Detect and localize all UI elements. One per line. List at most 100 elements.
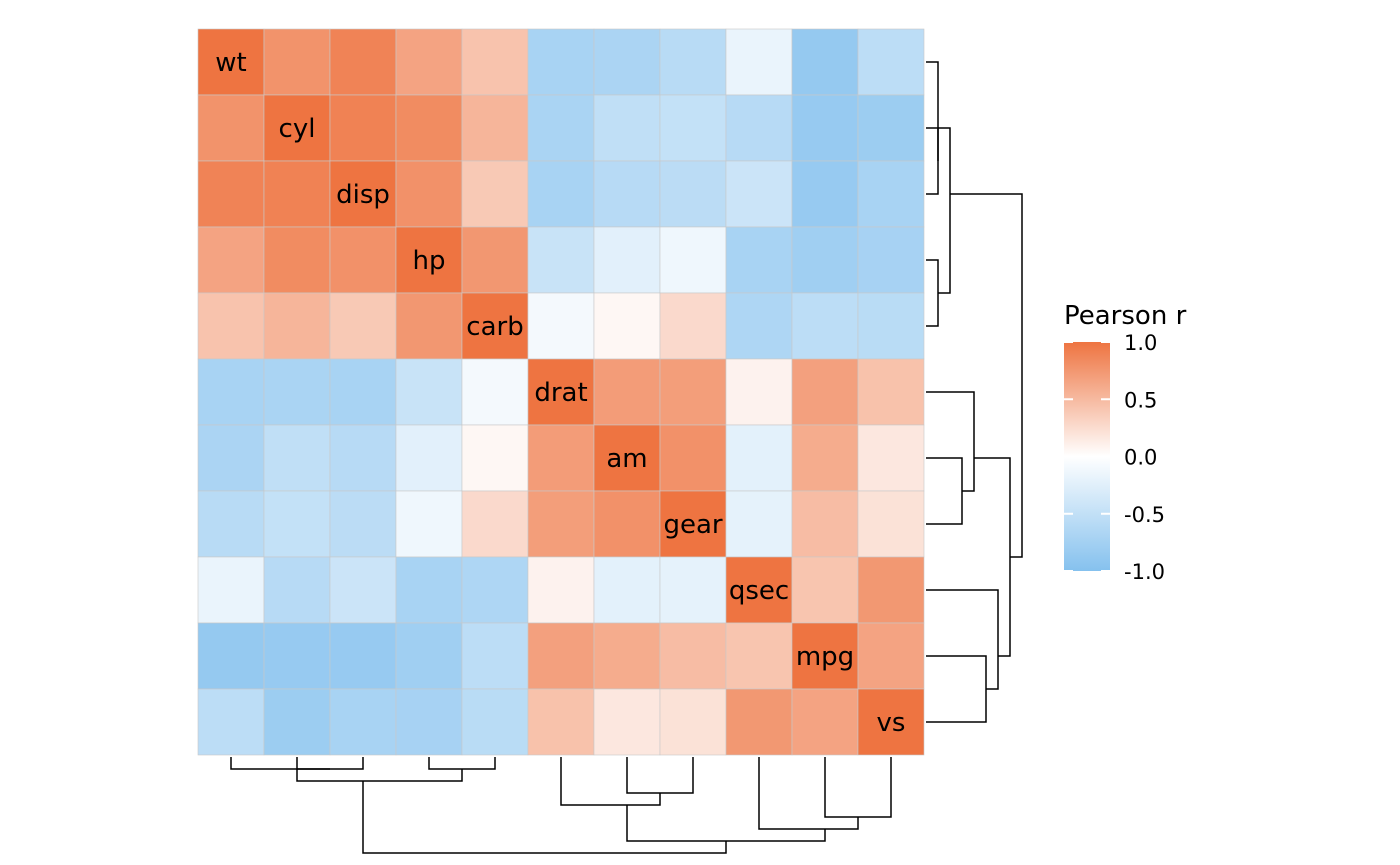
heatmap-cell-disp-qsec — [725, 160, 793, 228]
diag-label-qsec: qsec — [729, 576, 789, 606]
heatmap-cell-am-drat — [527, 424, 595, 492]
heatmap-cell-hp-drat — [527, 226, 595, 294]
diag-label-hp: hp — [413, 246, 446, 276]
row-dendrogram-branch-8 — [926, 589, 999, 690]
heatmap-cell-carb-wt — [197, 292, 265, 360]
heatmap-cell-disp-disp — [329, 160, 397, 228]
column-dendrogram-branch-9 — [824, 757, 892, 818]
heatmap-cell-drat-hp — [395, 358, 463, 426]
heatmap-cell-carb-hp — [395, 292, 463, 360]
heatmap-cell-qsec-mpg — [791, 556, 859, 624]
heatmap-cell-cyl-hp — [395, 94, 463, 162]
heatmap-cell-qsec-disp — [329, 556, 397, 624]
heatmap-cell-wt-mpg — [791, 28, 859, 96]
heatmap-cell-disp-cyl — [263, 160, 331, 228]
heatmap-cell-hp-cyl — [263, 226, 331, 294]
heatmap-cell-mpg-drat — [527, 622, 595, 690]
heatmap-cell-drat-gear — [659, 358, 727, 426]
legend-tick-label-3: -0.5 — [1124, 503, 1165, 527]
heatmap-cell-wt-wt — [197, 28, 265, 96]
heatmap-cell-vs-qsec — [725, 688, 793, 756]
legend-title: Pearson r — [1064, 301, 1187, 331]
heatmap-cell-gear-mpg — [791, 490, 859, 558]
heatmap-cell-vs-hp — [395, 688, 463, 756]
heatmap-cell-am-carb — [461, 424, 529, 492]
legend-tick-label-1: 0.5 — [1124, 388, 1157, 412]
heatmap-cell-mpg-disp — [329, 622, 397, 690]
heatmap-cell-cyl-gear — [659, 94, 727, 162]
heatmap-cell-disp-carb — [461, 160, 529, 228]
heatmap-cells — [197, 28, 925, 756]
diag-label-vs: vs — [877, 708, 906, 738]
diag-label-carb: carb — [466, 312, 523, 342]
heatmap-cell-qsec-gear — [659, 556, 727, 624]
heatmap-cell-qsec-am — [593, 556, 661, 624]
heatmap-cell-drat-drat — [527, 358, 595, 426]
heatmap-cell-carb-drat — [527, 292, 595, 360]
row-dendrogram — [926, 61, 1023, 723]
heatmap-cell-disp-am — [593, 160, 661, 228]
column-dendrogram-branch-0 — [362, 781, 727, 854]
heatmap-cell-cyl-am — [593, 94, 661, 162]
diagonal-labels: wt cyl disp hp carb drat am gear qsec mpg vs — [215, 48, 905, 738]
heatmap-cell-gear-drat — [527, 490, 595, 558]
heatmap-cell-vs-am — [593, 688, 661, 756]
heatmap-cell-vs-carb — [461, 688, 529, 756]
column-dendrogram-branch-7 — [626, 757, 694, 794]
heatmap-cell-gear-cyl — [263, 490, 331, 558]
heatmap-cell-cyl-mpg — [791, 94, 859, 162]
heatmap-cell-mpg-carb — [461, 622, 529, 690]
heatmap-cell-qsec-qsec — [725, 556, 793, 624]
heatmap-cell-cyl-qsec — [725, 94, 793, 162]
heatmap-cell-qsec-hp — [395, 556, 463, 624]
color-legend: Pearson r 1.0 0.5 0.0 -0.5 -1.0 — [1064, 301, 1187, 584]
heatmap-cell-qsec-cyl — [263, 556, 331, 624]
heatmap-cell-vs-wt — [197, 688, 265, 756]
heatmap-cell-qsec-wt — [197, 556, 265, 624]
column-dendrogram-branch-3 — [296, 757, 364, 770]
heatmap-cell-carb-carb — [461, 292, 529, 360]
heatmap-cell-carb-am — [593, 292, 661, 360]
heatmap-cell-mpg-am — [593, 622, 661, 690]
heatmap-cell-gear-gear — [659, 490, 727, 558]
heatmap-cell-hp-disp — [329, 226, 397, 294]
heatmap-cell-mpg-qsec — [725, 622, 793, 690]
heatmap-cell-cyl-disp — [329, 94, 397, 162]
row-dendrogram-branch-5 — [974, 457, 1011, 657]
heatmap-cell-drat-carb — [461, 358, 529, 426]
heatmap-cell-vs-disp — [329, 688, 397, 756]
diag-label-gear: gear — [663, 510, 722, 540]
heatmap-cell-hp-wt — [197, 226, 265, 294]
heatmap-cell-cyl-cyl — [263, 94, 331, 162]
heatmap-cell-am-vs — [857, 424, 925, 492]
heatmap-cell-wt-drat — [527, 28, 595, 96]
heatmap-cell-disp-wt — [197, 160, 265, 228]
heatmap-cell-gear-am — [593, 490, 661, 558]
heatmap-cell-mpg-hp — [395, 622, 463, 690]
heatmap-cell-wt-vs — [857, 28, 925, 96]
heatmap-cell-hp-vs — [857, 226, 925, 294]
column-dendrogram-branch-2 — [230, 757, 330, 770]
heatmap-cell-drat-vs — [857, 358, 925, 426]
heatmap-cell-hp-am — [593, 226, 661, 294]
heatmap-cell-am-wt — [197, 424, 265, 492]
heatmap-cell-gear-carb — [461, 490, 529, 558]
row-dendrogram-branch-3 — [926, 127, 939, 195]
heatmap-cell-wt-gear — [659, 28, 727, 96]
heatmap-cell-mpg-cyl — [263, 622, 331, 690]
heatmap-cell-hp-carb — [461, 226, 529, 294]
heatmap-cell-hp-gear — [659, 226, 727, 294]
heatmap-cell-mpg-vs — [857, 622, 925, 690]
heatmap-cell-cyl-carb — [461, 94, 529, 162]
heatmap-cell-gear-qsec — [725, 490, 793, 558]
heatmap-cell-cyl-vs — [857, 94, 925, 162]
column-dendrogram-branch-5 — [626, 805, 826, 842]
diag-label-drat: drat — [534, 378, 587, 408]
heatmap-cell-wt-qsec — [725, 28, 793, 96]
heatmap-cell-wt-cyl — [263, 28, 331, 96]
row-dendrogram-branch-9 — [926, 655, 987, 723]
heatmap-cell-qsec-carb — [461, 556, 529, 624]
heatmap-cell-gear-wt — [197, 490, 265, 558]
heatmap-cell-carb-vs — [857, 292, 925, 360]
